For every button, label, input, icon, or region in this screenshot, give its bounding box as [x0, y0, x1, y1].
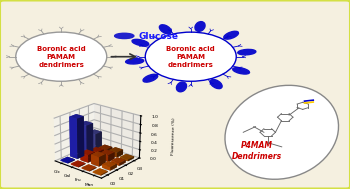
- Ellipse shape: [143, 74, 158, 82]
- Ellipse shape: [224, 31, 238, 39]
- Ellipse shape: [176, 82, 187, 92]
- Ellipse shape: [225, 85, 338, 179]
- Ellipse shape: [233, 67, 250, 74]
- Y-axis label: Dendrimers: Dendrimers: [131, 187, 156, 189]
- Ellipse shape: [210, 80, 222, 89]
- Text: Boronic acid
PAMAM
dendrimers: Boronic acid PAMAM dendrimers: [166, 46, 215, 68]
- Text: Glucose: Glucose: [138, 32, 178, 41]
- Ellipse shape: [126, 59, 144, 64]
- Text: P4MAM
Dendrimers: P4MAM Dendrimers: [232, 142, 282, 161]
- Ellipse shape: [115, 33, 134, 39]
- Ellipse shape: [195, 22, 205, 31]
- Circle shape: [16, 32, 107, 81]
- Ellipse shape: [132, 39, 149, 46]
- Text: Boronic acid
PAMAM
dendrimers: Boronic acid PAMAM dendrimers: [37, 46, 86, 68]
- Ellipse shape: [159, 25, 172, 34]
- Circle shape: [145, 32, 236, 81]
- Ellipse shape: [238, 49, 256, 55]
